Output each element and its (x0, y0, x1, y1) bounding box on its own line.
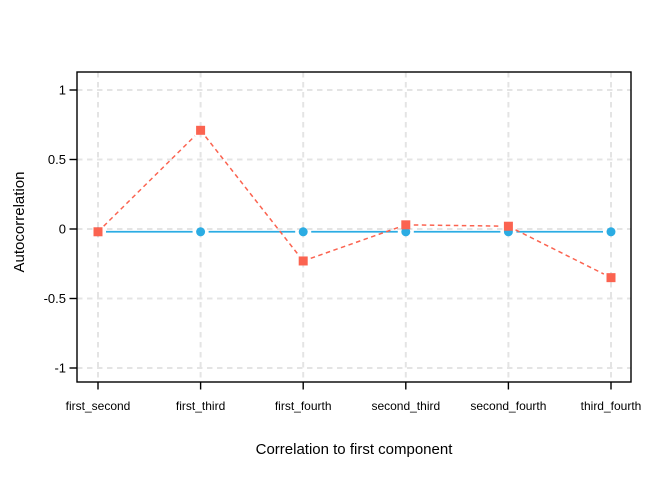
blue_circles_series-circle-marker (196, 227, 206, 237)
blue_circles_series-circle-marker (401, 227, 411, 237)
y-tick-label: 0 (59, 222, 66, 237)
x-axis-title: Correlation to first component (255, 441, 453, 458)
red_squares_series-segment (204, 136, 299, 256)
y-tick-label: 0.5 (48, 152, 66, 167)
red_squares_series-square-marker (503, 221, 513, 231)
blue_circles_series-circle-marker (298, 227, 308, 237)
y-tick-label: -0.5 (44, 291, 66, 306)
red_squares_series-square-marker (401, 220, 411, 230)
red_squares_series-segment (103, 135, 196, 227)
x-category-label: first_second (66, 399, 131, 413)
red_squares_series-segment (515, 229, 605, 275)
red_squares_series-square-marker (298, 256, 308, 266)
x-category-label: second_third (371, 399, 440, 413)
x-category-label: first_third (176, 399, 225, 413)
red_squares_series-segment (413, 224, 501, 227)
red_squares_series-square-marker (93, 227, 103, 237)
red_squares_series-square-marker (196, 125, 206, 135)
y-axis-title: Autocorrelation (11, 171, 28, 273)
x-category-label: second_fourth (470, 399, 546, 413)
x-category-label: third_fourth (581, 399, 642, 413)
blue_circles_series-circle-marker (606, 227, 616, 237)
y-tick-label: -1 (54, 361, 66, 376)
red_squares_series-square-marker (606, 273, 616, 283)
y-tick-label: 1 (59, 83, 66, 98)
x-category-label: first_fourth (275, 399, 332, 413)
plot-border (76, 71, 632, 383)
